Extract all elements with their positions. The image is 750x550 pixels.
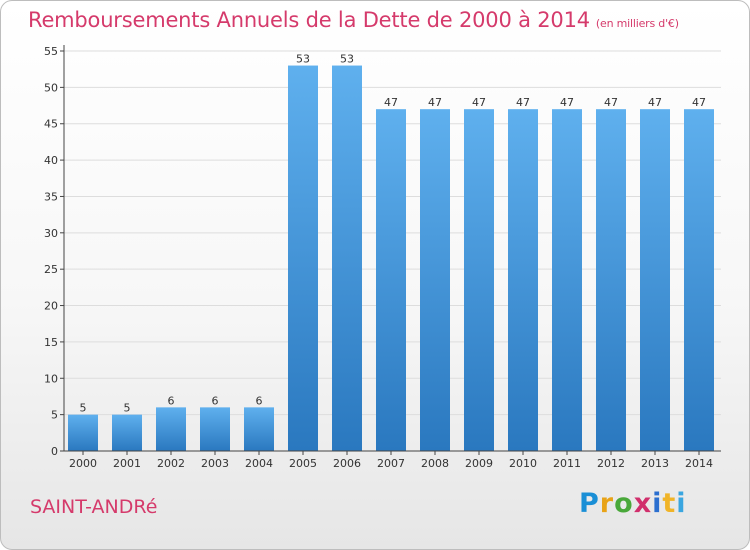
y-tick-label: 25 [44, 263, 58, 276]
x-tick-label: 2009 [465, 457, 493, 470]
x-tick-label: 2000 [69, 457, 97, 470]
bar-value-label: 5 [124, 402, 131, 415]
bar-value-label: 6 [212, 394, 219, 407]
bar-2005 [288, 65, 318, 451]
bars: 5 5 6 6 6 53 53 47 47 47 47 47 47 47 47 [68, 53, 714, 451]
y-tick-label: 35 [44, 190, 58, 203]
x-tick-label: 2010 [509, 457, 537, 470]
bar-value-label: 47 [604, 96, 618, 109]
logo-letter: o [614, 488, 634, 519]
y-tick-label: 40 [44, 154, 58, 167]
bar-value-label: 5 [80, 402, 87, 415]
bar-2007 [376, 109, 406, 451]
y-tick-label: 0 [51, 445, 58, 458]
y-tick-label: 45 [44, 118, 58, 131]
bar-2010 [508, 109, 538, 451]
y-tick-label: 20 [44, 300, 58, 313]
bar-value-label: 53 [340, 53, 354, 66]
x-tick-label: 2007 [377, 457, 405, 470]
y-tick-label: 30 [44, 227, 58, 240]
bar-2011 [552, 109, 582, 451]
x-tick-label: 2008 [421, 457, 449, 470]
y-tick-label: 10 [44, 372, 58, 385]
y-tick-label: 15 [44, 336, 58, 349]
x-tick-label: 2001 [113, 457, 141, 470]
y-tick-label: 55 [44, 45, 58, 58]
x-tick-label: 2002 [157, 457, 185, 470]
x-tick-label: 2003 [201, 457, 229, 470]
x-tick-label: 2006 [333, 457, 361, 470]
bar-2008 [420, 109, 450, 451]
bar-value-label: 47 [648, 96, 662, 109]
bar-2002 [156, 407, 186, 451]
bar-2014 [684, 109, 714, 451]
bar-2004 [244, 407, 274, 451]
logo-letter: x [633, 488, 653, 519]
bar-value-label: 47 [516, 96, 530, 109]
title-unit: (en milliers d'€) [595, 17, 679, 30]
y-tick-label: 5 [51, 409, 58, 422]
bar-value-label: 47 [472, 96, 486, 109]
bar-2009 [464, 109, 494, 451]
logo-letter: i [676, 488, 687, 519]
bar-2000 [68, 414, 98, 451]
bar-value-label: 47 [428, 96, 442, 109]
bar-value-label: 6 [168, 394, 175, 407]
bar-value-label: 47 [384, 96, 398, 109]
bar-value-label: 47 [692, 96, 706, 109]
proxiti-logo[interactable]: Proxiti [579, 488, 687, 519]
x-tick-label: 2012 [597, 457, 625, 470]
bar-value-label: 53 [296, 53, 310, 66]
title-text: Remboursements Annuels de la Dette de 20… [28, 8, 590, 32]
chart-title: Remboursements Annuels de la Dette de 20… [28, 8, 679, 32]
x-tick-label: 2013 [641, 457, 669, 470]
place-name: SAINT-ANDRé [30, 496, 158, 518]
x-tick-label: 2005 [289, 457, 317, 470]
x-tick-label: 2011 [553, 457, 581, 470]
y-tick-label: 50 [44, 81, 58, 94]
logo-letter: P [579, 488, 600, 519]
bar-value-label: 47 [560, 96, 574, 109]
logo-letter: i [652, 488, 663, 519]
bar-2012 [596, 109, 626, 451]
bar-value-label: 6 [256, 394, 263, 407]
bar-2001 [112, 414, 142, 451]
logo-letter: t [662, 488, 677, 519]
bar-2013 [640, 109, 670, 451]
x-tick-label: 2014 [685, 457, 713, 470]
x-tick-label: 2004 [245, 457, 273, 470]
bar-2006 [332, 65, 362, 451]
logo-letter: r [599, 488, 615, 519]
bar-2003 [200, 407, 230, 451]
